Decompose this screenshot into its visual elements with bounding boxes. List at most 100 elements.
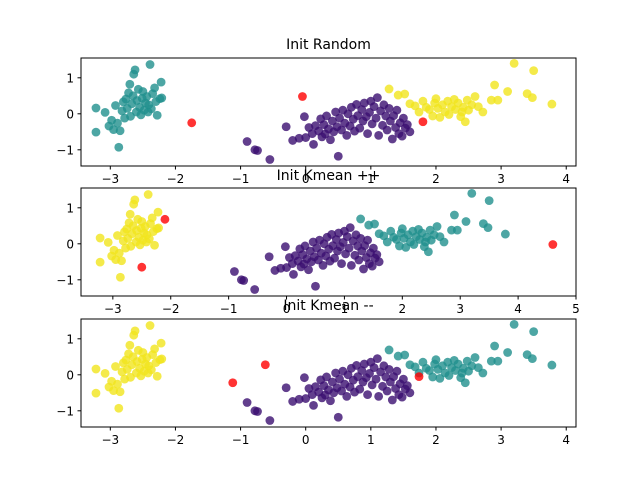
y-tick-label: 0	[66, 368, 74, 382]
data-point	[153, 207, 163, 217]
centroid-point	[414, 372, 424, 381]
data-point	[431, 94, 441, 104]
data-point	[125, 340, 135, 350]
data-point	[354, 255, 364, 265]
data-point	[333, 151, 343, 161]
data-point	[372, 250, 382, 259]
data-point	[117, 256, 126, 266]
data-point	[115, 387, 125, 397]
data-point	[304, 265, 313, 275]
data-point	[355, 384, 365, 394]
data-point	[281, 122, 291, 132]
y-tick-label: −1	[56, 273, 74, 287]
data-point	[147, 213, 157, 223]
data-point	[318, 261, 328, 270]
data-point	[470, 353, 480, 362]
x-tick-label: 0	[302, 172, 310, 186]
data-point	[397, 392, 407, 402]
data-point	[109, 125, 118, 135]
data-point	[435, 374, 445, 383]
data-point	[346, 261, 356, 270]
data-point	[152, 371, 162, 381]
data-point	[156, 77, 166, 87]
data-point	[91, 127, 101, 137]
data-point	[333, 412, 343, 422]
data-point	[529, 66, 539, 75]
data-point	[114, 403, 124, 413]
data-point	[374, 392, 384, 401]
data-point	[294, 394, 304, 404]
x-tick-label: 3	[456, 302, 464, 316]
x-tick-label: −2	[167, 433, 185, 447]
data-point	[309, 140, 318, 149]
data-point	[444, 110, 454, 119]
data-point	[368, 243, 378, 253]
data-point	[265, 155, 275, 164]
data-point	[397, 224, 407, 234]
data-point	[382, 386, 392, 396]
data-point	[423, 247, 433, 257]
axes-frame	[80, 187, 577, 297]
y-tick-label: 0	[66, 107, 74, 121]
y-tick-label: 0	[66, 237, 74, 251]
y-tick-label: 1	[66, 71, 74, 85]
data-point	[157, 93, 167, 103]
data-point	[125, 79, 135, 89]
data-point	[384, 104, 394, 113]
data-point	[387, 395, 397, 405]
data-point	[130, 326, 140, 336]
data-point	[392, 366, 402, 376]
x-tick-label: −3	[104, 302, 122, 316]
data-point	[356, 214, 366, 224]
data-point	[143, 190, 153, 199]
data-point	[326, 396, 335, 406]
data-point	[103, 237, 113, 247]
x-tick-label: −2	[162, 302, 180, 316]
data-point	[461, 217, 471, 226]
x-tick-label: 2	[432, 172, 440, 186]
data-point	[253, 146, 262, 155]
data-point	[527, 93, 537, 102]
data-point	[500, 229, 510, 239]
y-tick-label: −1	[56, 404, 74, 418]
data-point	[301, 133, 311, 142]
data-point	[363, 129, 372, 139]
x-tick-label: −1	[232, 172, 250, 186]
data-point	[402, 381, 412, 390]
data-point	[95, 257, 105, 267]
data-point	[372, 354, 382, 363]
data-point	[369, 102, 379, 111]
data-point	[374, 257, 384, 267]
data-point	[369, 363, 379, 372]
data-point	[503, 348, 513, 357]
data-point	[431, 355, 441, 365]
centroid-point	[137, 262, 147, 272]
data-point	[490, 80, 499, 90]
scatter-points	[91, 59, 557, 164]
chart-title: Init Random	[286, 37, 371, 53]
x-tick-label: 3	[497, 433, 505, 447]
data-point	[439, 237, 449, 247]
data-point	[486, 356, 496, 366]
data-point	[384, 84, 394, 94]
data-point	[300, 373, 309, 383]
data-point	[154, 223, 163, 233]
x-tick-label: 1	[367, 433, 375, 447]
y-tick-label: 1	[66, 332, 74, 346]
x-tick-label: 0	[283, 302, 291, 316]
data-point	[374, 131, 384, 140]
data-point	[428, 111, 438, 121]
x-tick-label: −1	[232, 433, 250, 447]
x-tick-label: 1	[341, 302, 349, 316]
data-point	[280, 242, 290, 252]
data-point	[363, 390, 372, 399]
data-point	[397, 131, 407, 141]
data-point	[450, 210, 459, 220]
centroid-point	[160, 214, 170, 224]
data-point	[344, 243, 354, 253]
data-point	[470, 92, 480, 101]
data-point	[356, 234, 366, 243]
data-point	[405, 388, 415, 398]
